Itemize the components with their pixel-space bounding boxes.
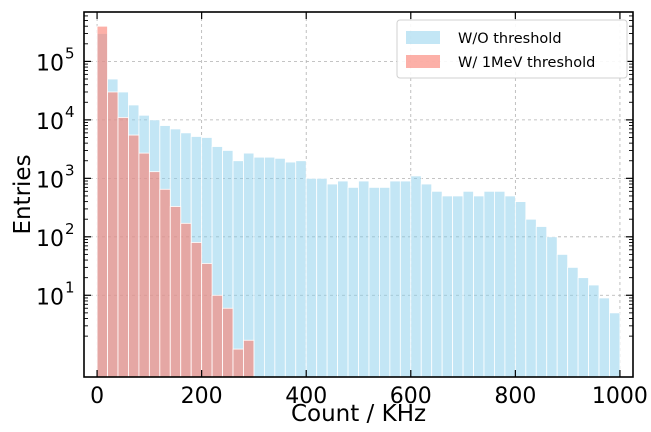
bar-wo-threshold-720: [473, 195, 485, 378]
bar-wo-threshold-660: [441, 195, 454, 378]
x-tick-label-600: 600: [390, 384, 432, 409]
axis-ticks: [84, 11, 633, 377]
x-tick-label-800: 800: [494, 384, 536, 409]
y-tick-label-1: 10: [36, 285, 64, 310]
bar-wo-threshold-320: [263, 156, 276, 378]
bar-wo-threshold-840: [535, 226, 548, 378]
x-tick-label-200: 200: [181, 384, 223, 409]
legend-swatch-1mev-threshold: [406, 55, 440, 68]
x-tick-label-1000: 1000: [592, 384, 648, 409]
plot-frame: [83, 11, 634, 378]
legend-box: [396, 19, 628, 79]
histogram-bars: [96, 25, 621, 378]
bar-wo-threshold-700: [462, 190, 474, 378]
bar-wo-threshold-860: [546, 236, 558, 378]
y-tick-label-4: 10: [36, 110, 64, 135]
y-tick-exponent-3: 3: [65, 161, 75, 179]
bar-1mev-threshold-80: [138, 152, 150, 378]
x-tick-label-400: 400: [285, 384, 327, 409]
bar-wo-threshold-460: [337, 180, 349, 378]
bar-wo-threshold-260: [232, 160, 244, 378]
y-tick-exponent-4: 4: [65, 103, 75, 121]
bar-wo-threshold-620: [420, 183, 433, 378]
bar-1mev-threshold-20: [107, 91, 119, 378]
bar-wo-threshold-420: [316, 177, 328, 378]
legend-label-1mev-threshold: W/ 1MeV threshold: [458, 55, 595, 71]
bar-wo-threshold-560: [389, 180, 401, 378]
bar-1mev-threshold-40: [117, 117, 129, 378]
x-axis-title: Count / KHz: [291, 401, 426, 427]
bar-wo-threshold-380: [295, 160, 307, 378]
bar-wo-threshold-980: [609, 312, 621, 378]
bar-wo-threshold-600: [410, 175, 422, 378]
bar-wo-threshold-360: [284, 161, 297, 378]
bar-1mev-threshold-60: [128, 134, 140, 378]
y-tick-exponent-1: 1: [65, 278, 75, 296]
bar-wo-threshold-800: [514, 201, 527, 378]
bar-1mev-threshold-260: [232, 348, 244, 378]
legend: W/O threshold W/ 1MeV threshold: [396, 19, 628, 79]
bar-1mev-threshold-160: [180, 222, 192, 378]
bar-wo-threshold-440: [326, 183, 338, 378]
y-tick-label-3: 10: [36, 168, 64, 193]
bar-1mev-threshold-240: [222, 307, 234, 378]
bar-wo-threshold-900: [567, 266, 579, 378]
bar-wo-threshold-520: [368, 186, 380, 378]
bar-wo-threshold-680: [452, 195, 464, 378]
bar-wo-threshold-760: [494, 190, 506, 378]
bar-wo-threshold-640: [431, 190, 443, 378]
bar-wo-threshold-880: [556, 254, 569, 378]
bar-wo-threshold-500: [358, 180, 370, 378]
bar-wo-threshold-480: [347, 186, 359, 378]
bar-1mev-threshold-220: [211, 294, 223, 378]
bar-1mev-threshold-200: [201, 263, 213, 378]
bar-wo-threshold-300: [253, 156, 265, 378]
bar-wo-threshold-920: [577, 277, 589, 378]
bar-wo-threshold-960: [598, 297, 610, 378]
bar-wo-threshold-780: [504, 195, 516, 378]
bar-1mev-threshold-0: [96, 25, 108, 378]
legend-label-wo-threshold: W/O threshold: [458, 31, 562, 47]
bar-1mev-threshold-100: [148, 171, 161, 378]
bar-wo-threshold-400: [305, 177, 318, 378]
y-axis-title: Entries: [10, 154, 36, 234]
y-tick-label-2: 10: [36, 227, 64, 252]
bar-1mev-threshold-280: [243, 339, 255, 378]
bar-1mev-threshold-180: [190, 242, 203, 378]
bar-1mev-threshold-140: [169, 206, 182, 378]
bar-wo-threshold-580: [399, 180, 412, 378]
bar-wo-threshold-940: [588, 284, 600, 378]
bar-wo-threshold-740: [483, 190, 495, 378]
y-tick-label-5: 10: [36, 51, 64, 76]
y-tick-exponent-5: 5: [65, 44, 75, 62]
x-tick-label-0: 0: [90, 384, 104, 409]
bar-wo-threshold-340: [274, 157, 286, 378]
legend-swatch-wo-threshold: [406, 31, 440, 44]
y-tick-exponent-2: 2: [65, 220, 75, 238]
bar-wo-threshold-540: [379, 186, 391, 378]
bar-wo-threshold-820: [525, 218, 537, 378]
bar-1mev-threshold-120: [159, 188, 171, 378]
